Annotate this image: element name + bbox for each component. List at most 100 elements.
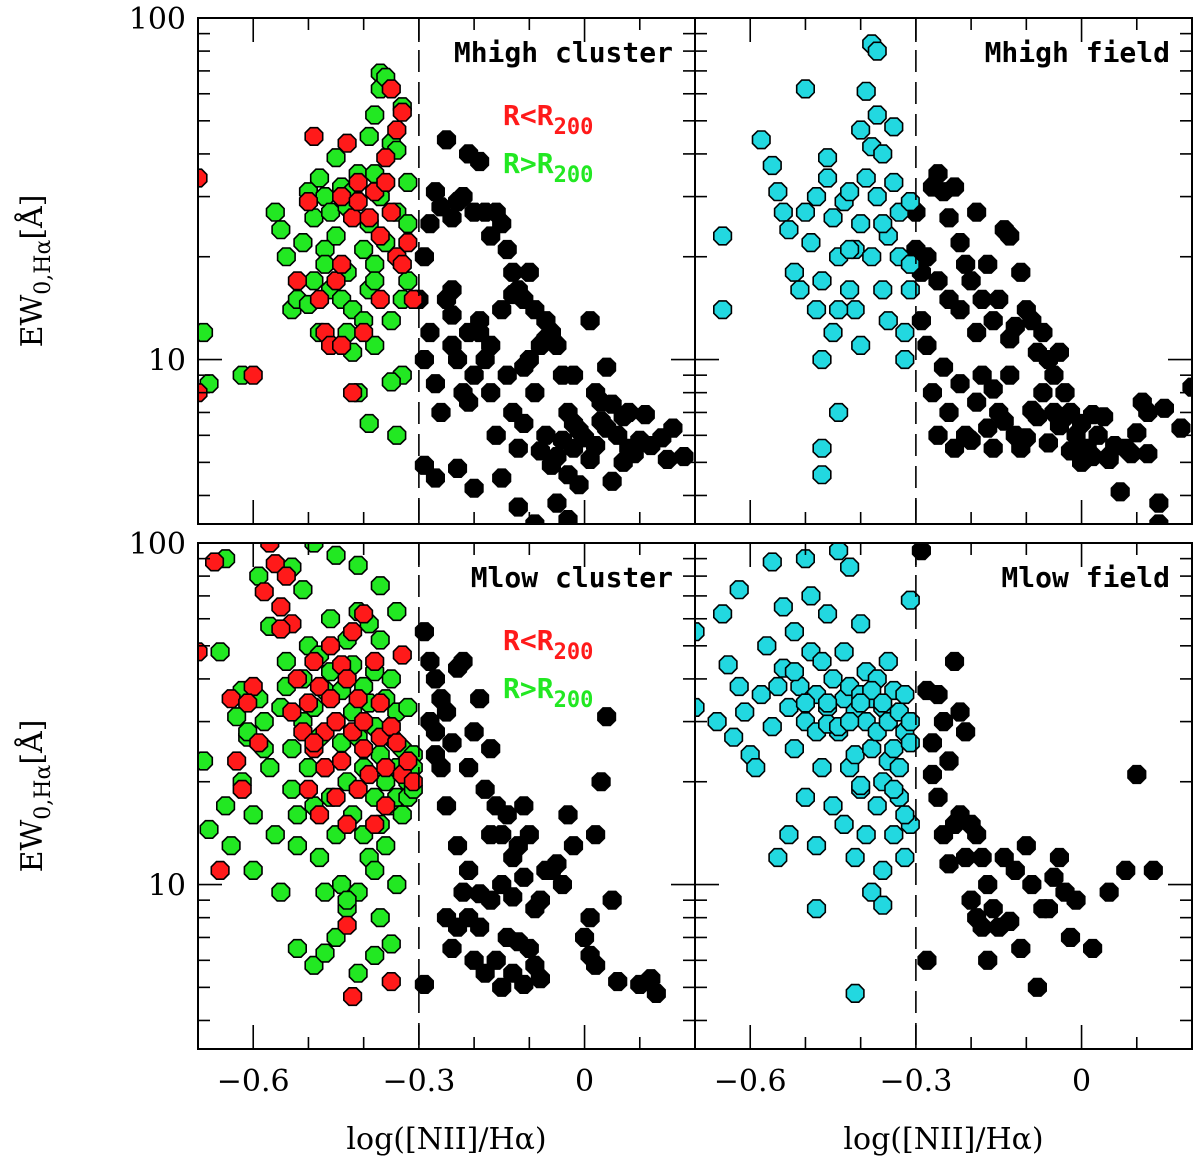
data-point: [1083, 404, 1103, 425]
data-point: [834, 814, 854, 835]
data-point: [563, 438, 584, 458]
data-point: [972, 917, 992, 937]
data-point: [663, 418, 683, 438]
data-point: [304, 126, 324, 146]
data-point: [928, 787, 948, 807]
data-point: [812, 757, 832, 778]
data-point: [436, 130, 457, 150]
data-point: [315, 882, 335, 902]
data-point: [806, 899, 827, 919]
data-point: [315, 943, 335, 963]
data-point: [370, 908, 390, 928]
data-point: [552, 874, 573, 895]
data-point: [442, 280, 462, 300]
data-point: [806, 187, 827, 207]
data-point: [779, 825, 799, 845]
data-point: [398, 271, 418, 291]
data-point: [392, 102, 412, 122]
data-point: [773, 597, 793, 617]
data-point: [967, 202, 987, 222]
data-point: [1022, 874, 1042, 895]
data-point: [458, 392, 479, 412]
data-point: [845, 300, 865, 320]
data-point: [878, 311, 898, 331]
data-point: [1132, 392, 1152, 412]
data-point: [492, 214, 512, 234]
data-point: [563, 365, 584, 385]
data-point: [309, 847, 330, 868]
legend-main: R<R: [503, 99, 554, 132]
data-point: [961, 430, 981, 450]
data-point: [900, 254, 920, 274]
data-point: [1099, 449, 1119, 470]
series-field: [695, 543, 920, 1004]
data-point: [320, 636, 341, 656]
data-point: [768, 182, 788, 202]
data-point: [851, 775, 871, 796]
data-point: [403, 772, 423, 792]
data-point: [425, 669, 446, 689]
panel-title: Mlow cluster: [471, 561, 673, 594]
data-point: [381, 202, 401, 222]
data-point: [420, 322, 440, 343]
legend-outer: R>R200: [503, 672, 593, 713]
data-point: [828, 543, 849, 561]
data-point: [547, 493, 567, 513]
data-point: [326, 787, 346, 807]
panel-title: Mhigh cluster: [454, 36, 673, 69]
data-point: [354, 711, 374, 732]
data-point: [795, 202, 816, 222]
data-point: [928, 684, 948, 705]
data-point: [370, 630, 390, 650]
data-point: [536, 329, 556, 349]
data-point: [867, 187, 887, 207]
data-point: [967, 825, 987, 845]
data-point: [271, 220, 291, 240]
data-point: [751, 684, 771, 705]
data-point: [198, 168, 208, 188]
data-point: [983, 438, 1003, 458]
data-point: [1016, 836, 1036, 856]
data-point: [442, 733, 462, 753]
data-point: [486, 950, 506, 970]
data-point: [806, 300, 827, 320]
data-point: [442, 938, 462, 959]
data-point: [381, 669, 401, 689]
data-point: [884, 825, 904, 845]
panel-mlow-field: Mlow field −0.6 −0.3 0 log([NII]/Hα): [694, 542, 1193, 1157]
data-point: [293, 233, 313, 253]
data-point: [447, 349, 468, 370]
data-point: [486, 425, 506, 445]
data-point: [298, 757, 319, 778]
data-point: [950, 805, 970, 825]
data-point: [839, 182, 860, 202]
data-point: [359, 413, 379, 434]
data-point: [895, 805, 915, 825]
data-point: [519, 825, 539, 845]
data-point: [337, 669, 357, 689]
data-point: [955, 254, 976, 274]
data-point: [950, 374, 970, 394]
legend-sub: 200: [554, 115, 594, 140]
data-point: [216, 796, 236, 816]
data-point: [762, 552, 782, 572]
legend-outer: R>R200: [503, 147, 593, 188]
data-point: [1088, 425, 1108, 445]
data-point: [917, 950, 937, 970]
data-point: [558, 509, 578, 524]
data-point: [1033, 322, 1053, 343]
data-point: [414, 247, 435, 267]
data-point: [1038, 433, 1058, 453]
data-point: [1099, 882, 1119, 902]
data-point: [608, 425, 628, 445]
data-point: [425, 722, 446, 742]
data-point: [1121, 444, 1141, 464]
data-point: [342, 383, 363, 403]
data-point: [354, 604, 374, 624]
data-point: [387, 874, 407, 895]
data-point: [398, 233, 418, 253]
data-point: [624, 444, 644, 464]
data-point: [447, 836, 468, 856]
data-point: [414, 622, 435, 642]
